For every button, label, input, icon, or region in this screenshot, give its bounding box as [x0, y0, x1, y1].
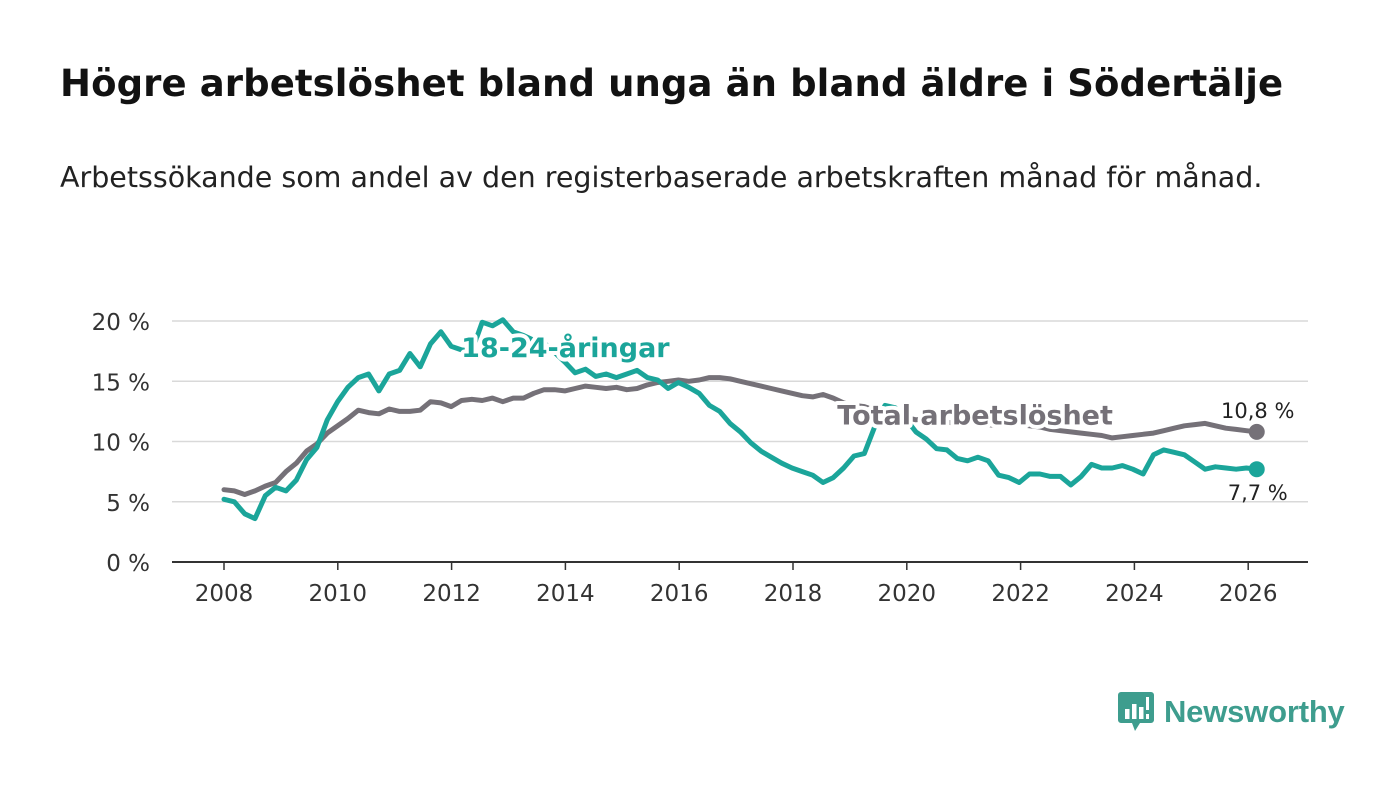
- series-end-dot: [1248, 423, 1265, 440]
- y-axis-tick-labels: 0 % 5 % 10 % 15 % 20 %: [92, 310, 150, 577]
- y-tick-label: 10 %: [92, 431, 150, 457]
- x-tick-label: 2008: [195, 581, 254, 607]
- series-end-dot: [1248, 461, 1265, 478]
- y-tick-label: 5 %: [106, 491, 150, 517]
- y-tick-label: 20 %: [92, 310, 150, 336]
- annotation-halo: Total arbetslöshet: [837, 401, 1113, 432]
- end-labels: 10,8 % 7,7 %: [1221, 399, 1294, 505]
- annotation-halo: 18-24-åringar: [461, 332, 670, 364]
- chart-title: Högre arbetslöshet bland unga än bland ä…: [60, 62, 1284, 105]
- newsworthy-logo-icon: [1118, 692, 1154, 731]
- x-tick-label: 2024: [1105, 581, 1164, 607]
- x-tick-label: 2012: [422, 581, 481, 607]
- series-line-total: [221, 375, 1260, 497]
- x-tick-label: 2014: [536, 581, 595, 607]
- x-tick-label: 2010: [309, 581, 368, 607]
- series-annotation-label: 18-24-åringar: [461, 332, 670, 364]
- x-tick-label: 2016: [650, 581, 709, 607]
- x-axis-tick-labels: 2008 2010 2012 2014 2016 2018 2020 2022 2024 2026: [195, 562, 1278, 607]
- series-line-youth: [221, 317, 1260, 522]
- y-tick-label: 15 %: [92, 370, 150, 396]
- x-tick-label: 2018: [764, 581, 823, 607]
- chart-subtitle: Arbetssökande som andel av den registerb…: [60, 161, 1263, 194]
- end-value-label: 7,7 %: [1228, 481, 1288, 505]
- y-tick-label: 0 %: [106, 551, 150, 577]
- end-value-label: 10,8 %: [1221, 399, 1294, 423]
- series-lines: [221, 317, 1265, 522]
- brand-name: Newsworthy: [1164, 694, 1345, 729]
- newsworthy-brand: Newsworthy: [1118, 690, 1345, 734]
- series-annotation-label: Total arbetslöshet: [837, 401, 1113, 432]
- gridlines: [172, 320, 1308, 563]
- x-tick-label: 2020: [878, 581, 937, 607]
- x-tick-label: 2026: [1219, 581, 1278, 607]
- x-tick-label: 2022: [991, 581, 1050, 607]
